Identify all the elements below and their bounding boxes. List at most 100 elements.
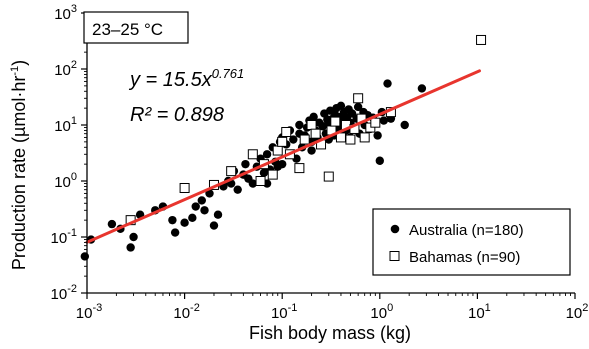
data-point: [213, 210, 223, 219]
data-point: [353, 93, 364, 104]
data-point: [476, 34, 487, 45]
data-point: [179, 182, 190, 193]
y-axis-label-suffix: ): [9, 60, 29, 66]
x-tick-label-exp: 1: [485, 302, 491, 314]
y-tick-label: 101: [54, 115, 77, 135]
y-tick-label-exp: -2: [67, 283, 77, 295]
data-point: [233, 185, 242, 194]
y-axis-label-text: Production rate (µmol·hr: [9, 76, 29, 270]
x-tick-label-exp: 2: [582, 302, 588, 314]
x-tick-label-exp: -1: [288, 302, 298, 314]
data-point: [373, 131, 382, 140]
x-tick-label-exp: -3: [92, 302, 102, 314]
data-point: [262, 150, 272, 159]
data-point: [248, 179, 258, 188]
data-point: [353, 102, 363, 112]
fit-equation-exponent: 0.761: [212, 66, 245, 81]
data-point: [200, 206, 209, 215]
data-point: [289, 135, 298, 144]
x-tick-label-exp: 0: [387, 302, 393, 314]
data-point: [417, 84, 427, 93]
y-tick-label: 102: [54, 59, 77, 79]
x-tick-label: 10-2: [173, 302, 199, 322]
data-point: [345, 134, 356, 145]
y-tick-label-exp: 2: [71, 59, 77, 71]
x-tick-label: 100: [370, 302, 393, 322]
axes: 10-3 10-2 10-1 100 101 10210-210-110010110210…: [51, 3, 589, 322]
data-point: [272, 145, 283, 156]
y-tick-label-base: 10: [54, 118, 71, 135]
data-point: [359, 132, 370, 143]
data-point: [307, 146, 316, 155]
y-tick-label: 100: [54, 171, 77, 191]
data-point: [299, 134, 310, 145]
fit-r-squared: R² = 0.898: [130, 104, 224, 126]
data-point: [383, 79, 392, 88]
data-point: [277, 136, 288, 147]
data-point: [209, 221, 219, 230]
data-point: [180, 218, 189, 227]
x-tick-label: 10-1: [271, 302, 297, 322]
x-tick-label: 102: [566, 302, 589, 322]
data-point: [281, 126, 292, 137]
data-point: [255, 176, 266, 186]
data-point: [273, 162, 282, 171]
data-point: [370, 117, 381, 128]
data-point: [247, 149, 258, 160]
x-tick-label-base: 10: [76, 305, 93, 322]
data-point: [294, 163, 305, 174]
data-point: [336, 101, 346, 111]
y-tick-label-exp: 1: [71, 115, 77, 127]
legend-bahamas-marker: [389, 251, 400, 261]
legend: Australia (n=180) Bahamas (n=90): [372, 208, 571, 276]
data-point: [197, 196, 206, 205]
y-tick-label-exp: 3: [71, 3, 77, 15]
data-point: [330, 116, 341, 127]
x-tick-label-base: 10: [370, 305, 387, 322]
fit-equation-base: y = 15.5x: [128, 69, 213, 91]
data-point: [226, 166, 237, 177]
x-tick-label-base: 10: [271, 305, 288, 322]
y-tick-label-base: 10: [51, 230, 68, 247]
y-tick-label: 10-2: [51, 283, 77, 303]
x-tick-label-exp: -2: [190, 302, 200, 314]
data-point: [375, 156, 384, 165]
y-tick-label-base: 10: [54, 62, 71, 79]
data-point: [309, 112, 318, 122]
y-tick-label-base: 10: [54, 174, 71, 191]
x-tick-label-base: 10: [566, 305, 583, 322]
data-point: [107, 219, 117, 229]
y-tick-label: 103: [54, 3, 77, 23]
data-point: [129, 232, 138, 242]
data-point: [188, 213, 197, 223]
y-axis-label-sup: -1: [9, 66, 21, 76]
x-tick-label: 101: [468, 302, 491, 322]
x-axis-label: Fish body mass (kg): [249, 323, 411, 343]
y-tick-label-base: 10: [54, 6, 71, 23]
panel-label-box: 23–25 °C: [83, 11, 189, 44]
data-point: [310, 128, 321, 139]
x-tick-label-base: 10: [468, 305, 485, 322]
data-point: [126, 243, 135, 252]
plot-marks: [80, 34, 487, 261]
x-tick-label: 10-3: [76, 302, 102, 322]
data-point: [241, 159, 250, 169]
data-point: [191, 202, 200, 211]
legend-australia-marker: [390, 224, 400, 234]
y-axis-label: Production rate (µmol·hr-1): [9, 60, 29, 270]
data-point: [267, 169, 278, 180]
data-point: [306, 120, 317, 130]
regression-line: [85, 69, 481, 244]
panel-label: 23–25 °C: [92, 20, 163, 39]
data-point: [168, 215, 177, 225]
data-point: [205, 189, 214, 198]
data-point: [323, 171, 334, 182]
y-tick-label-base: 10: [51, 286, 68, 303]
y-tick-label: 10-1: [51, 227, 77, 247]
fit-equation: y = 15.5x0.761: [128, 66, 244, 91]
x-tick-label-base: 10: [173, 305, 190, 322]
legend-bahamas-label: Bahamas (n=90): [409, 249, 520, 266]
data-point: [400, 120, 409, 130]
legend-australia-label: Australia (n=180): [409, 222, 524, 239]
